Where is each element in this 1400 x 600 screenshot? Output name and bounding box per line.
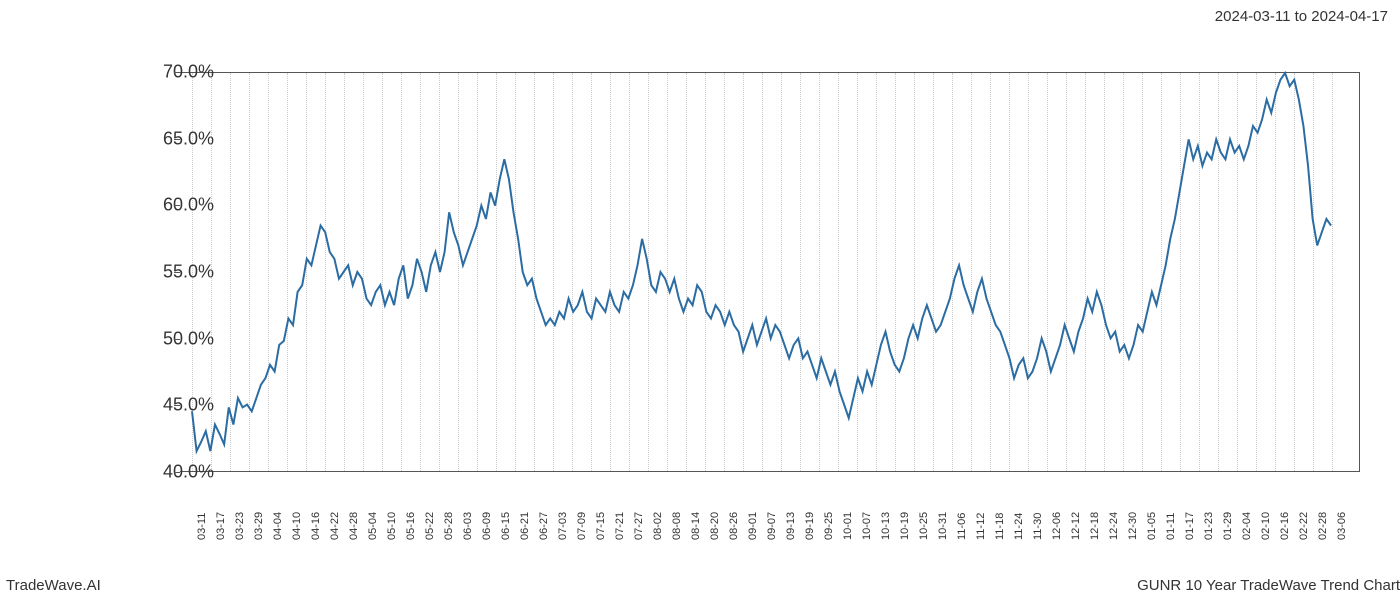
x-tick-label: 05-16: [405, 480, 417, 540]
x-tick-label: 07-03: [557, 480, 569, 540]
y-tick-label: 60.0%: [114, 195, 214, 216]
x-tick-label: 02-04: [1241, 480, 1253, 540]
x-tick-label: 12-12: [1070, 480, 1082, 540]
x-tick-label: 10-19: [899, 480, 911, 540]
x-tick-label: 03-11: [196, 480, 208, 540]
x-tick-label: 03-23: [234, 480, 246, 540]
x-tick-label: 09-13: [785, 480, 797, 540]
y-tick-label: 50.0%: [114, 328, 214, 349]
x-tick-label: 10-01: [842, 480, 854, 540]
x-tick-label: 06-27: [538, 480, 550, 540]
y-tick-label: 55.0%: [114, 262, 214, 283]
x-tick-label: 04-16: [310, 480, 322, 540]
x-tick-label: 11-24: [1013, 480, 1025, 540]
y-tick: [174, 339, 180, 340]
x-tick-label: 06-03: [462, 480, 474, 540]
x-tick-label: 09-01: [747, 480, 759, 540]
x-tick-label: 09-25: [823, 480, 835, 540]
x-tick-label: 04-10: [291, 480, 303, 540]
date-range-label: 2024-03-11 to 2024-04-17: [1215, 8, 1388, 25]
x-tick-label: 01-23: [1203, 480, 1215, 540]
x-tick-label: 02-28: [1317, 480, 1329, 540]
y-tick-label: 45.0%: [114, 395, 214, 416]
x-tick-label: 01-05: [1146, 480, 1158, 540]
y-tick: [174, 205, 180, 206]
footer-title: GUNR 10 Year TradeWave Trend Chart: [1137, 577, 1400, 594]
x-tick-label: 07-15: [595, 480, 607, 540]
x-tick-label: 11-18: [994, 480, 1006, 540]
x-tick-label: 11-06: [956, 480, 968, 540]
x-tick-label: 08-02: [652, 480, 664, 540]
x-tick-label: 07-09: [576, 480, 588, 540]
y-tick-label: 70.0%: [114, 62, 214, 83]
x-tick-label: 11-12: [975, 480, 987, 540]
x-tick-label: 02-10: [1260, 480, 1272, 540]
y-tick: [174, 405, 180, 406]
chart-plot-area: [180, 72, 1360, 472]
y-tick: [174, 139, 180, 140]
x-tick-label: 10-25: [918, 480, 930, 540]
x-tick-label: 05-10: [386, 480, 398, 540]
y-tick: [174, 72, 180, 73]
x-tick-label: 08-14: [690, 480, 702, 540]
x-tick-label: 12-24: [1108, 480, 1120, 540]
x-tick-label: 02-16: [1279, 480, 1291, 540]
x-tick-label: 06-21: [519, 480, 531, 540]
x-tick-label: 01-11: [1165, 480, 1177, 540]
x-tick-label: 04-28: [348, 480, 360, 540]
x-tick-label: 03-17: [215, 480, 227, 540]
x-tick-label: 10-13: [880, 480, 892, 540]
x-tick-label: 05-22: [424, 480, 436, 540]
x-tick-label: 05-28: [443, 480, 455, 540]
x-tick-label: 03-29: [253, 480, 265, 540]
x-tick-label: 06-15: [500, 480, 512, 540]
y-tick-label: 65.0%: [114, 128, 214, 149]
x-tick-label: 01-29: [1222, 480, 1234, 540]
x-tick-label: 03-06: [1336, 480, 1348, 540]
x-tick-label: 04-04: [272, 480, 284, 540]
x-tick-label: 12-30: [1127, 480, 1139, 540]
x-tick-label: 12-06: [1051, 480, 1063, 540]
x-tick-label: 09-19: [804, 480, 816, 540]
x-tick-label: 08-08: [671, 480, 683, 540]
x-tick-label: 10-07: [861, 480, 873, 540]
footer-brand: TradeWave.AI: [6, 577, 101, 594]
x-tick-label: 11-30: [1032, 480, 1044, 540]
y-tick: [174, 472, 180, 473]
x-tick-label: 07-21: [614, 480, 626, 540]
x-tick-label: 05-04: [367, 480, 379, 540]
trend-line-path: [192, 73, 1331, 451]
x-tick-label: 06-09: [481, 480, 493, 540]
x-tick-label: 04-22: [329, 480, 341, 540]
y-tick: [174, 272, 180, 273]
x-tick-label: 08-26: [728, 480, 740, 540]
x-tick-label: 07-27: [633, 480, 645, 540]
trend-line: [180, 73, 1359, 471]
x-tick-label: 09-07: [766, 480, 778, 540]
x-tick-label: 01-17: [1184, 480, 1196, 540]
x-tick-label: 02-22: [1298, 480, 1310, 540]
x-tick-label: 10-31: [937, 480, 949, 540]
x-tick-label: 12-18: [1089, 480, 1101, 540]
x-tick-label: 08-20: [709, 480, 721, 540]
